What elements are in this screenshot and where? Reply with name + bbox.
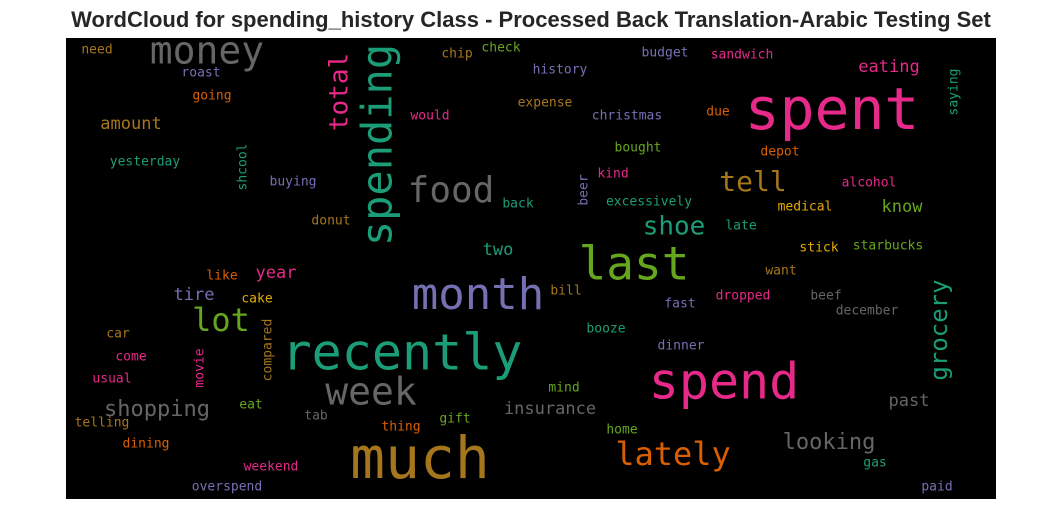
word: overspend [192, 480, 262, 495]
word: shopping [104, 397, 210, 422]
word: shoe [643, 212, 706, 242]
word: spend [649, 353, 800, 411]
word: december [836, 304, 899, 319]
word: back [502, 197, 533, 212]
word: money [150, 29, 264, 73]
word: would [410, 109, 449, 124]
word: sandwich [711, 48, 774, 63]
word: eating [858, 57, 919, 77]
word: usual [92, 372, 131, 387]
word: excessively [606, 195, 692, 210]
word: looking [783, 430, 876, 455]
word: eat [239, 398, 262, 413]
word: home [606, 423, 637, 438]
word: medical [778, 200, 833, 215]
word: week [325, 370, 417, 414]
word: weekend [244, 460, 299, 475]
word: paid [921, 480, 952, 495]
word: come [115, 350, 146, 365]
word: want [765, 264, 796, 279]
word: bought [615, 141, 662, 156]
word: dropped [716, 289, 771, 304]
chart-title: WordCloud for spending_history Class - P… [71, 7, 991, 32]
word: tell [719, 165, 786, 198]
word: two [483, 240, 514, 260]
word: donut [311, 214, 350, 229]
word: need [81, 43, 112, 58]
word: starbucks [853, 239, 923, 254]
word: lot [192, 301, 250, 339]
word: car [106, 327, 130, 342]
word: roast [181, 66, 220, 81]
word: dinner [658, 339, 705, 354]
word: movie [193, 348, 208, 387]
word: spent [745, 75, 920, 143]
word: total [325, 53, 355, 131]
word: beer [577, 174, 592, 205]
word: telling [75, 416, 130, 431]
word: compared [261, 319, 276, 382]
word: depot [760, 145, 799, 160]
word: expense [518, 96, 573, 111]
word: know [882, 197, 924, 217]
word: christmas [592, 109, 662, 124]
word: shcool [236, 144, 251, 191]
word: kind [597, 167, 628, 182]
word: budget [642, 46, 689, 61]
word: past [889, 391, 930, 411]
word: dining [123, 437, 170, 452]
word: bill [550, 284, 581, 299]
word: saying [947, 69, 962, 116]
word: month [412, 269, 544, 320]
word: lately [615, 435, 731, 473]
word: late [725, 219, 756, 234]
word: year [256, 263, 297, 283]
word: history [533, 63, 588, 78]
word: fast [664, 297, 695, 312]
word: alcohol [842, 176, 897, 191]
word: amount [100, 114, 161, 134]
word: tire [174, 285, 215, 305]
word: insurance [504, 399, 596, 419]
word: buying [270, 175, 317, 190]
word: food [408, 170, 495, 211]
word: last [579, 237, 690, 291]
word: thing [381, 420, 420, 435]
word: booze [586, 322, 625, 337]
word: gas [863, 456, 886, 471]
word: stick [799, 241, 838, 256]
cloud-background [66, 38, 996, 499]
word: like [206, 269, 237, 284]
word: much [350, 424, 490, 492]
word: spending [353, 44, 402, 246]
word: tab [304, 409, 328, 424]
word: check [481, 41, 520, 56]
word: going [192, 89, 231, 104]
word: chip [441, 47, 472, 62]
word: grocery [925, 279, 953, 380]
word: mind [548, 381, 579, 396]
word: recently [282, 324, 523, 382]
word: cake [241, 292, 272, 307]
word: beef [810, 289, 841, 304]
word: yesterday [110, 155, 181, 170]
word: gift [439, 412, 470, 427]
word: due [706, 105, 730, 120]
